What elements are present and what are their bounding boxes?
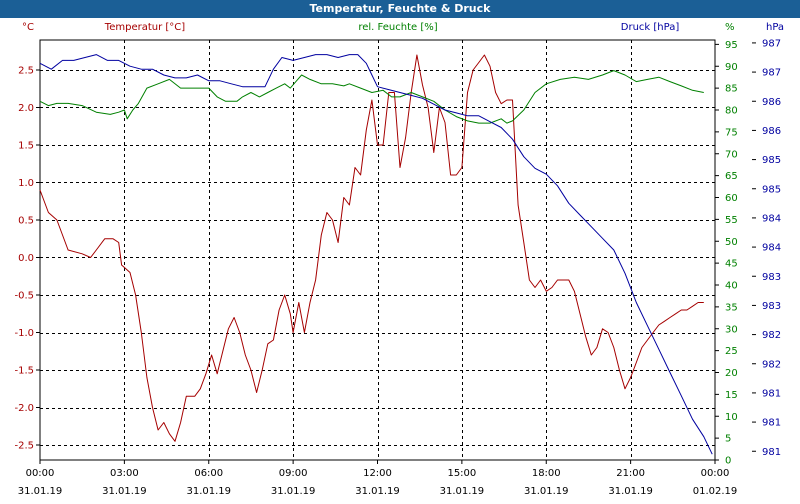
- humidity-axis-unit: %: [725, 22, 735, 33]
- humidity-tick-label: 70: [725, 149, 738, 160]
- pressure-tick-label: 986: [762, 126, 781, 137]
- x-tick-time-label: 09:00: [279, 468, 308, 479]
- x-tick-time-label: 21:00: [616, 468, 645, 479]
- pressure-tick-label: 981: [762, 447, 781, 458]
- humidity-tick-label: 35: [725, 302, 738, 313]
- temperature-series-line: [39, 54, 704, 442]
- x-tick-date-label: 31.01.19: [524, 486, 569, 497]
- pressure-tick-label: 984: [762, 213, 781, 224]
- humidity-series-label: rel. Feuchte [%]: [358, 22, 437, 33]
- temperature-series-label: Temperatur [°C]: [104, 22, 185, 33]
- humidity-tick-label: 20: [725, 368, 738, 379]
- temperature-tick-label: -1.5: [14, 366, 34, 377]
- humidity-tick-label: 0: [725, 456, 731, 467]
- temperature-tick-label: -2.5: [14, 441, 34, 452]
- chart-title: Temperatur, Feuchte & Druck: [0, 0, 800, 18]
- humidity-tick-label: 75: [725, 127, 738, 138]
- pressure-tick-label: 982: [762, 330, 781, 341]
- humidity-tick-label: 45: [725, 259, 738, 270]
- humidity-series-line: [39, 70, 704, 124]
- humidity-tick-label: 50: [725, 237, 738, 248]
- pressure-series-label: Druck [hPa]: [621, 22, 680, 33]
- humidity-tick-label: 60: [725, 193, 738, 204]
- pressure-tick-label: 981: [762, 418, 781, 429]
- x-tick-date-label: 31.01.19: [355, 486, 400, 497]
- humidity-tick-label: 40: [725, 281, 738, 292]
- x-tick-date-label: 31.01.19: [271, 486, 316, 497]
- x-tick-date-label: 31.01.19: [102, 486, 147, 497]
- x-tick-date-label: 31.01.19: [186, 486, 231, 497]
- x-tick-time-label: 03:00: [110, 468, 139, 479]
- x-tick-date-label: 01.02.19: [693, 486, 738, 497]
- humidity-tick-label: 10: [725, 412, 738, 423]
- pressure-tick-label: 983: [762, 301, 781, 312]
- temperature-tick-label: 0.0: [18, 253, 34, 264]
- x-tick-time-label: 00:00: [701, 468, 730, 479]
- pressure-tick-label: 985: [762, 155, 781, 166]
- temperature-tick-label: 2.5: [18, 66, 34, 77]
- pressure-tick-label: 987: [762, 38, 781, 49]
- humidity-tick-label: 55: [725, 215, 738, 226]
- temperature-tick-label: 1.5: [18, 141, 34, 152]
- humidity-tick-label: 5: [725, 434, 731, 445]
- pressure-tick-label: 987: [762, 68, 781, 79]
- humidity-tick-label: 15: [725, 390, 738, 401]
- pressure-tick-label: 984: [762, 243, 781, 254]
- humidity-tick-label: 90: [725, 62, 738, 73]
- humidity-tick-label: 65: [725, 171, 738, 182]
- pressure-series-line: [39, 54, 713, 455]
- pressure-tick-label: 985: [762, 184, 781, 195]
- pressure-tick-label: 982: [762, 359, 781, 370]
- x-tick-time-label: 06:00: [194, 468, 223, 479]
- pressure-tick-label: 986: [762, 97, 781, 108]
- temperature-tick-label: 2.0: [18, 103, 34, 114]
- plot-frame: [39, 39, 716, 461]
- temperature-tick-label: -1.0: [14, 328, 34, 339]
- x-tick-date-label: 31.01.19: [440, 486, 485, 497]
- x-tick-date-label: 31.01.19: [18, 486, 63, 497]
- chart-svg: °C -2.5 -2.0 -1.5 -1.0 -0.5 0.0 0.5 1.0 1.5 2.0 2.5…: [14, 22, 784, 497]
- pressure-tick-label: 983: [762, 272, 781, 283]
- temperature-tick-label: 0.5: [18, 216, 34, 227]
- temperature-tick-label: -0.5: [14, 291, 34, 302]
- humidity-tick-label: 25: [725, 346, 738, 357]
- x-tick-time-label: 12:00: [363, 468, 392, 479]
- x-tick-date-label: 31.01.19: [608, 486, 653, 497]
- temperature-tick-label: -2.0: [14, 403, 34, 414]
- humidity-tick-label: 95: [725, 40, 738, 51]
- humidity-tick-label: 85: [725, 84, 738, 95]
- humidity-tick-label: 80: [725, 106, 738, 117]
- pressure-tick-label: 981: [762, 388, 781, 399]
- x-tick-time-label: 00:00: [26, 468, 55, 479]
- chart-area: °C -2.5 -2.0 -1.5 -1.0 -0.5 0.0 0.5 1.0 1.5 2.0 2.5…: [0, 18, 800, 500]
- temperature-tick-label: 1.0: [18, 178, 34, 189]
- temperature-axis-unit: °C: [22, 22, 34, 33]
- x-tick-time-label: 18:00: [532, 468, 561, 479]
- x-tick-time-label: 15:00: [447, 468, 476, 479]
- pressure-axis-unit: hPa: [766, 22, 784, 33]
- humidity-tick-label: 30: [725, 324, 738, 335]
